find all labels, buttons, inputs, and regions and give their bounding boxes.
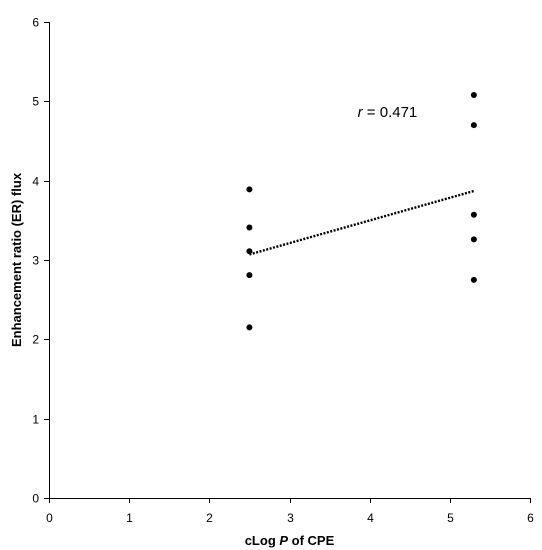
y-tick-label: 5: [32, 95, 39, 109]
correlation-annotation: r = 0.471: [358, 104, 418, 121]
data-point: [470, 122, 477, 129]
x-tick-label: 5: [447, 511, 454, 525]
data-point: [246, 224, 253, 231]
y-tick-label: 4: [32, 175, 39, 189]
axes: [49, 22, 530, 499]
x-tick-label: 4: [367, 511, 374, 525]
x-tick-label: 6: [527, 511, 534, 525]
data-point: [246, 272, 253, 279]
y-tick-label: 6: [32, 16, 39, 30]
data-point: [470, 211, 477, 218]
y-tick-label: 2: [32, 333, 39, 347]
y-tick-label: 1: [32, 413, 39, 427]
trendline-line: [249, 189, 475, 256]
data-points: [246, 91, 477, 331]
r-symbol: r: [358, 104, 364, 121]
data-point: [470, 276, 477, 283]
trendline: [249, 189, 475, 256]
r-value: = 0.471: [363, 104, 418, 121]
y-tick-label: 0: [32, 492, 39, 506]
data-point: [470, 91, 477, 98]
x-tick-label: 3: [287, 511, 294, 525]
data-point: [246, 186, 253, 193]
x-tick-label: 2: [206, 511, 213, 525]
x-tick-label: 1: [126, 511, 133, 525]
y-axis-title: Enhancement ratio (ER) flux: [9, 172, 24, 347]
data-point: [246, 248, 253, 255]
data-point: [246, 324, 253, 331]
y-tick-label: 3: [32, 254, 39, 268]
x-tick-label: 0: [46, 511, 53, 525]
x-axis-title: cLog P of CPE: [245, 533, 335, 548]
data-point: [470, 236, 477, 243]
y-ticks: 0 1 2 3 4 5 6: [32, 16, 49, 506]
x-ticks: 0 1 2 3 4 5 6: [46, 498, 534, 525]
